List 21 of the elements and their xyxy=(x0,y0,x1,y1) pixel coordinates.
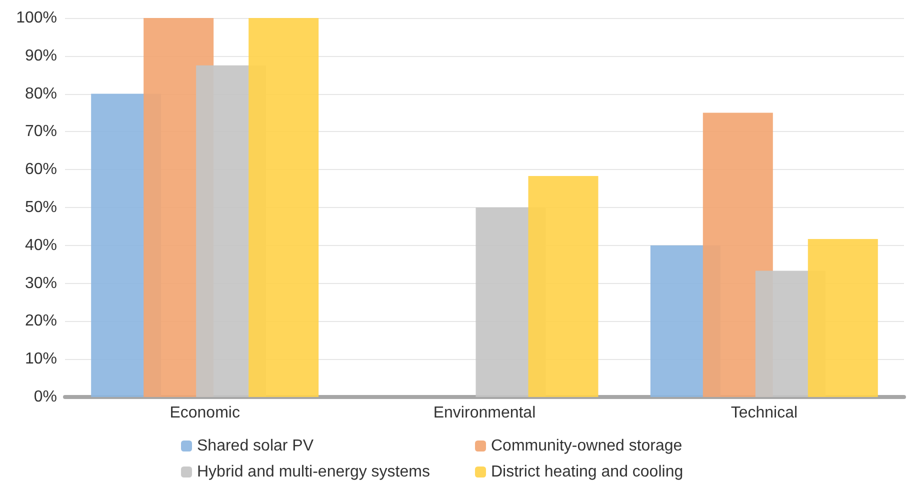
y-tick-label: 20% xyxy=(24,312,57,330)
y-tick-label: 90% xyxy=(24,47,57,64)
x-tick-label: Economic xyxy=(170,404,240,422)
y-tick-label: 10% xyxy=(24,350,57,368)
bar xyxy=(248,18,319,397)
y-tick-label: 60% xyxy=(24,161,57,178)
y-tick-label: 40% xyxy=(24,236,57,254)
y-tick-label: 50% xyxy=(24,199,57,216)
bar xyxy=(808,238,878,397)
legend-label: Hybrid and multi-energy systems xyxy=(197,464,430,480)
legend-label: Shared solar PV xyxy=(197,438,314,454)
legend-label: District heating and cooling xyxy=(491,464,684,480)
y-tick-label: 70% xyxy=(24,123,57,140)
y-tick-label: 100% xyxy=(16,10,57,26)
bar xyxy=(528,176,598,397)
y-tick-label: 0% xyxy=(34,388,57,406)
x-tick-label: Technical xyxy=(730,404,798,422)
x-tick-label: Environmental xyxy=(433,404,536,422)
legend-label: Community-owned storage xyxy=(491,438,682,454)
y-tick-label: 80% xyxy=(24,85,57,102)
y-tick-label: 30% xyxy=(24,274,57,292)
